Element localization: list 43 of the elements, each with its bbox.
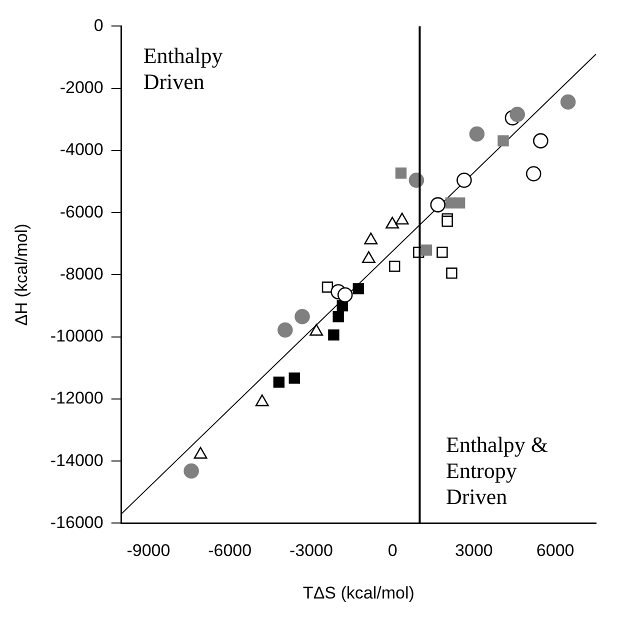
point <box>389 260 400 272</box>
y-tick-label: -8000 <box>60 264 104 284</box>
y-tick-label: -6000 <box>60 202 104 222</box>
point <box>395 168 407 179</box>
y-tick-label: -10000 <box>50 326 104 346</box>
y-tick-label: 0 <box>94 16 104 35</box>
point <box>436 246 448 258</box>
x-tick-label: 6000 <box>536 541 574 560</box>
x-tick-label: 0 <box>388 541 398 560</box>
x-tick-label: -9000 <box>126 541 170 560</box>
x-tick-label: 3000 <box>455 541 493 560</box>
point <box>526 166 542 182</box>
x-axis-title: TΔS (kcal/mol) <box>302 583 414 602</box>
annotation: Enthalpy Driven <box>143 42 223 94</box>
point <box>446 268 458 279</box>
point <box>454 197 466 209</box>
point <box>533 133 548 148</box>
point <box>442 216 453 227</box>
point <box>332 311 344 322</box>
y-tick-label: -12000 <box>50 388 104 408</box>
y-tick-label: -14000 <box>50 450 104 470</box>
point <box>273 376 285 388</box>
point <box>294 308 310 324</box>
point <box>510 106 525 122</box>
point <box>420 244 432 256</box>
y-axis-title: ΔH (kcal/mol) <box>12 224 31 326</box>
y-tick-label: -16000 <box>50 512 104 532</box>
point <box>469 126 485 142</box>
point <box>337 287 353 303</box>
annotation: Enthalpy & Entropy Driven <box>446 432 548 509</box>
x-tick-label: -6000 <box>208 541 252 560</box>
point <box>278 322 293 338</box>
point <box>328 329 340 341</box>
point <box>184 463 199 479</box>
x-tick-label: -3000 <box>289 541 333 560</box>
y-tick-label: -2000 <box>60 78 104 98</box>
point <box>288 372 300 384</box>
point <box>560 94 576 110</box>
y-tick-label: -4000 <box>60 140 104 160</box>
point <box>498 135 509 146</box>
point <box>430 197 446 212</box>
point <box>352 283 364 294</box>
point <box>456 172 472 188</box>
